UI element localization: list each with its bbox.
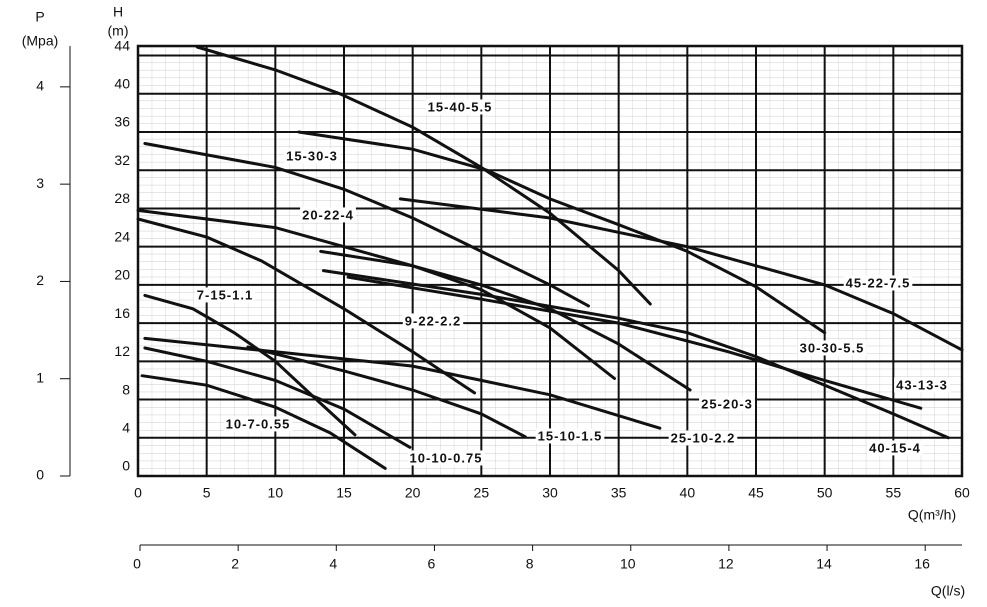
x-tick-label: 20	[405, 485, 421, 501]
pump-curve	[143, 346, 412, 449]
curve-label-bg	[535, 428, 605, 444]
y-tick-label: 16	[114, 305, 130, 321]
x-axis-label: Q(m³/h)	[908, 507, 956, 523]
y-axis-label: H	[113, 4, 123, 20]
curve-label-bg	[407, 450, 485, 466]
y-tick-label: 32	[114, 152, 130, 168]
curve-label: 15-10-1.5	[538, 428, 603, 443]
x-tick-label: 60	[954, 485, 970, 501]
x-tick-label: 45	[748, 485, 764, 501]
pump-curve	[246, 345, 527, 439]
curve-label: 43-13-3	[896, 377, 948, 392]
curve-label-bg	[223, 416, 293, 432]
y-tick-label: 0	[122, 458, 130, 474]
curve-label-bg	[843, 275, 913, 291]
pump-curve	[195, 45, 652, 306]
y2-tick-label: 4	[36, 78, 44, 94]
x-tick-label: 10	[268, 485, 284, 501]
y-tick-label: 28	[114, 190, 130, 206]
y-tick-label: 24	[114, 228, 130, 244]
y-axis-unit: (m)	[108, 23, 129, 39]
pump-curve	[143, 293, 357, 437]
curve-label: 10-10-0.75	[410, 450, 483, 465]
x2-tick-label: 10	[620, 556, 636, 572]
x-tick-label: 35	[611, 485, 627, 501]
y2-axis-label: P	[35, 9, 44, 25]
pump-curve	[143, 142, 590, 308]
x2-tick-label: 4	[329, 556, 337, 572]
x-tick-label: 40	[680, 485, 696, 501]
y2-tick-label: 0	[36, 467, 44, 483]
curve-label: 25-10-2.2	[671, 430, 736, 445]
x-tick-label: 55	[886, 485, 902, 501]
y-tick-label: 40	[114, 75, 130, 91]
curve-label-bg	[699, 396, 755, 412]
pump-curve	[319, 249, 692, 392]
y-tick-label: 36	[114, 114, 130, 130]
x-tick-label: 50	[817, 485, 833, 501]
curve-label-bg	[300, 207, 356, 223]
labels: 15-40-5.5 15-30-3 20-22-4 7-15-1.1 9-22-2.2 3…	[194, 99, 950, 466]
y-tick-label: 44	[114, 37, 130, 53]
curve-label: 7-15-1.1	[197, 287, 253, 302]
x-tick-label: 30	[542, 485, 558, 501]
curve-label-bg	[284, 148, 340, 164]
curve-label-bg	[425, 99, 495, 115]
x2-tick-label: 2	[231, 556, 239, 572]
y2-tick-label: 3	[36, 175, 44, 191]
x2-tick-label: 8	[526, 556, 534, 572]
y-tick-label: 12	[114, 343, 130, 359]
x-tick-label: 25	[474, 485, 490, 501]
curves	[136, 45, 964, 470]
y-tick-label: 4	[122, 419, 130, 435]
x2-tick-label: 12	[718, 556, 734, 572]
curve-label: 30-30-5.5	[800, 340, 865, 355]
pump-curve	[136, 217, 476, 395]
y2-tick-label: 1	[36, 369, 44, 385]
curve-label-bg	[797, 340, 867, 356]
x2-tick-label: 6	[428, 556, 436, 572]
x-tick-label: 15	[336, 485, 352, 501]
pump-curve	[321, 269, 950, 440]
curve-label: 40-15-4	[869, 440, 921, 455]
curve-label-bg	[668, 430, 738, 446]
curve-label-bg	[194, 287, 256, 303]
pump-curve	[297, 130, 827, 335]
curve-label: 25-20-3	[701, 396, 753, 411]
curve-label-bg	[402, 313, 464, 329]
x-tick-label: 0	[134, 485, 142, 501]
pump-curve	[398, 197, 964, 352]
y2-tick-label: 2	[36, 272, 44, 288]
pump-curve	[346, 275, 923, 410]
y-tick-label: 20	[114, 267, 130, 283]
pump-curve	[143, 336, 662, 430]
pump-curve	[140, 374, 387, 470]
x-tick-label: 5	[203, 485, 211, 501]
x2-axis-label: Q(l/s)	[931, 583, 965, 599]
curve-label: 45-22-7.5	[846, 275, 911, 290]
x2-tick-label: 0	[133, 556, 141, 572]
curve-label: 15-30-3	[286, 148, 338, 163]
x2-tick-label: 14	[816, 556, 832, 572]
y-tick-label: 8	[122, 381, 130, 397]
plot-frame	[136, 44, 964, 478]
curve-label-bg	[867, 440, 923, 456]
curve-label: 15-40-5.5	[428, 99, 493, 114]
curve-label: 9-22-2.2	[405, 313, 461, 328]
y2-axis-unit: (Mpa)	[22, 33, 59, 49]
x2-tick-label: 16	[914, 556, 930, 572]
curve-label-bg	[894, 377, 950, 393]
curve-label: 20-22-4	[302, 207, 354, 222]
curve-label: 10-7-0.55	[226, 416, 291, 431]
